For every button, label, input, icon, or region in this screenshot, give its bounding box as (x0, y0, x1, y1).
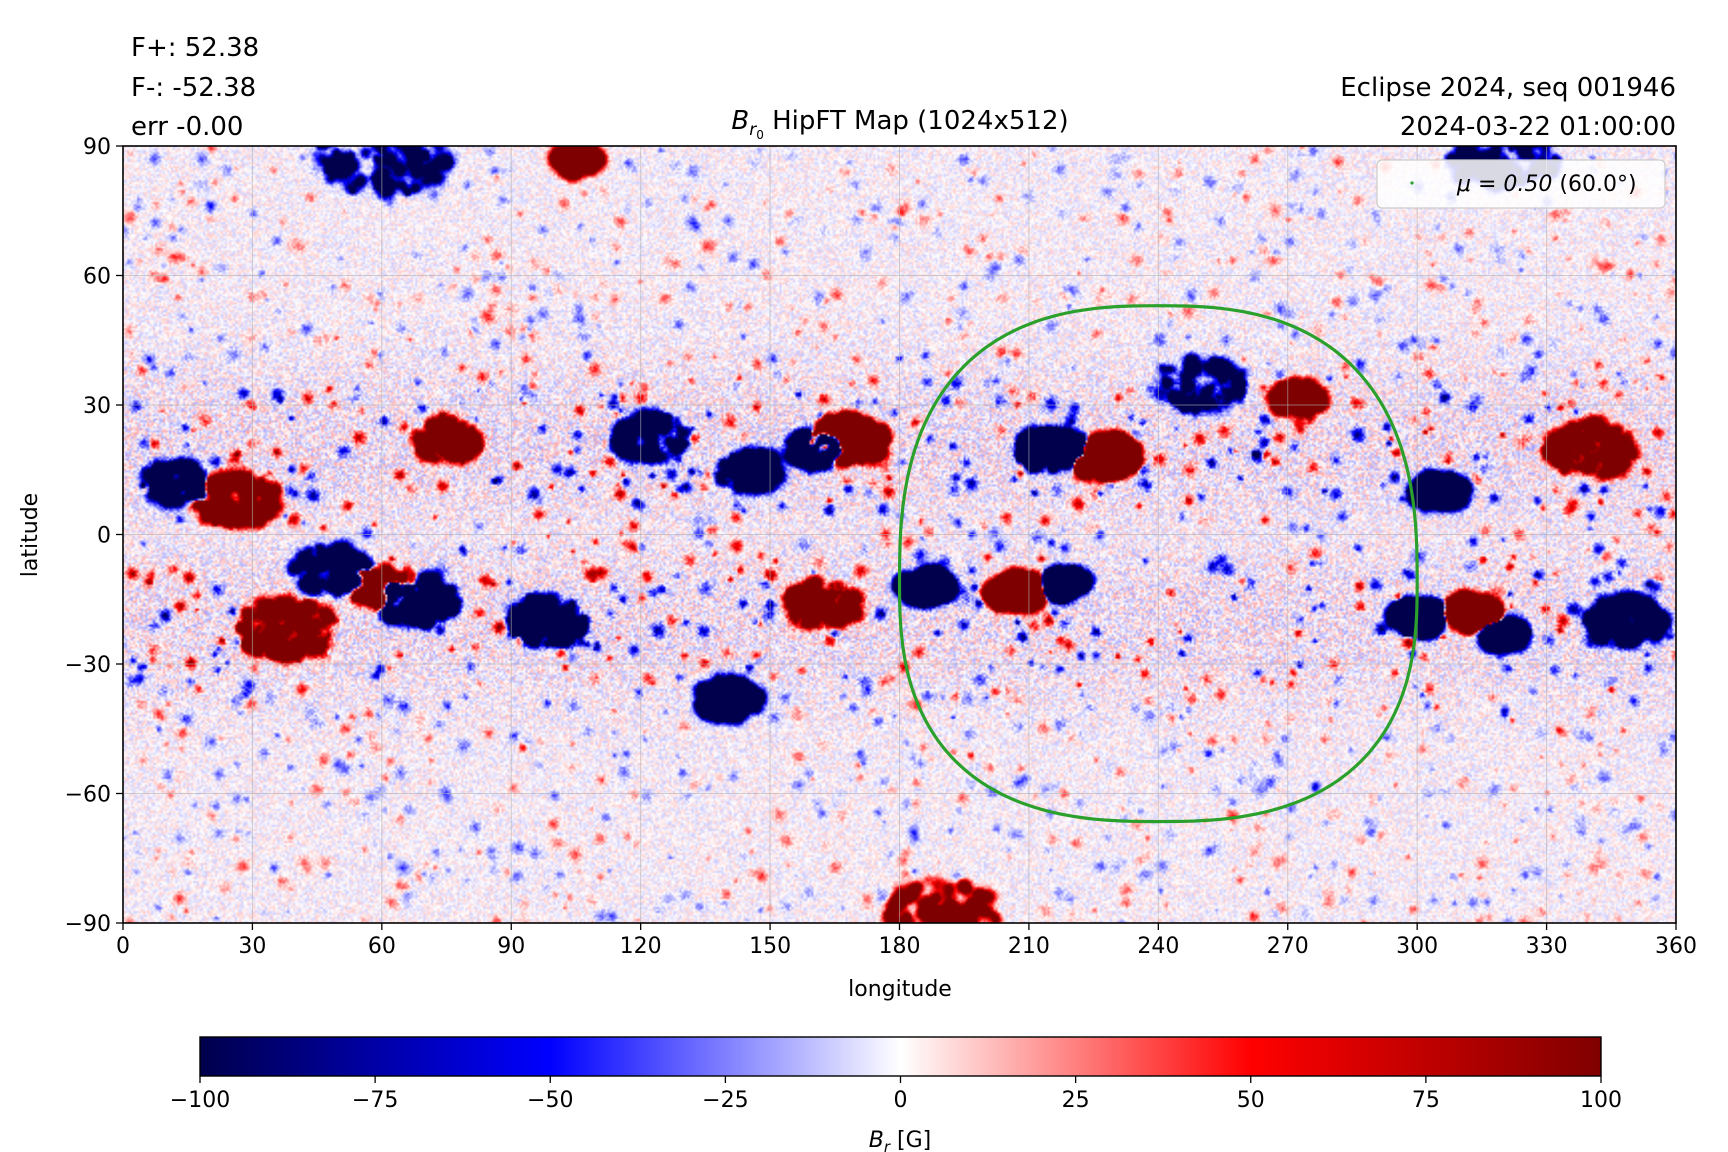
x-tick-label: 270 (1267, 934, 1309, 959)
title-subsubscript: 0 (756, 128, 764, 142)
colorbar (199, 1036, 1602, 1077)
x-tick-label: 300 (1396, 934, 1438, 959)
y-tick-label: −60 (65, 783, 111, 808)
flux-stats: F+: 52.38 F-: -52.38 err -0.00 (131, 33, 259, 142)
x-tick-label: 210 (1008, 934, 1050, 959)
colorbar-tick-label: −50 (527, 1088, 573, 1113)
y-axis: −90 −60 −30 0 30 60 90 (65, 135, 123, 937)
x-tick-label: 0 (116, 934, 130, 959)
legend-box (1376, 159, 1666, 209)
x-tick-label: 330 (1526, 934, 1568, 959)
mu-contour-line (897, 304, 1419, 824)
y-tick-label: 60 (83, 265, 111, 290)
chart-title: Br0 HipFT Map (1024x512) (731, 106, 1068, 142)
x-axis-label: longitude (848, 977, 952, 1002)
x-tick-label: 30 (238, 934, 266, 959)
y-axis-label: latitude (18, 493, 43, 577)
source-label: Eclipse 2024, seq 001946 (1340, 73, 1676, 103)
legend: μ = 0.50 (60.0°) (1376, 159, 1666, 209)
y-tick-label: 30 (83, 394, 111, 419)
title-symbol: B (731, 106, 749, 136)
colorbar-tick-label: 0 (894, 1088, 908, 1113)
colorbar-tick-label: −75 (352, 1088, 398, 1113)
x-tick-label: 90 (497, 934, 525, 959)
colorbar-tick-label: 100 (1580, 1088, 1622, 1113)
x-tick-label: 60 (368, 934, 396, 959)
colorbar-label: Br [G] (869, 1128, 931, 1152)
x-tick-label: 180 (879, 934, 921, 959)
x-tick-label: 150 (749, 934, 791, 959)
y-tick-label: −30 (65, 653, 111, 678)
stat-fminus: F-: -52.38 (131, 73, 256, 103)
legend-label: μ = 0.50 (60.0°) (1456, 172, 1637, 197)
colorbar-tick-label: 50 (1237, 1088, 1265, 1113)
x-axis: 0 30 60 90 120 150 180 210 240 270 300 330 360 (116, 923, 1697, 959)
x-tick-label: 120 (620, 934, 662, 959)
legend-marker (1410, 181, 1414, 185)
y-tick-label: −90 (65, 912, 111, 937)
mu-contour (897, 304, 1419, 824)
colorbar-tick-label: −25 (702, 1088, 748, 1113)
x-tick-label: 240 (1137, 934, 1179, 959)
datetime-label: 2024-03-22 01:00:00 (1400, 112, 1676, 142)
colorbar-tick-label: −100 (170, 1088, 230, 1113)
colorbar-tick-label: 25 (1062, 1088, 1090, 1113)
stat-err: err -0.00 (131, 112, 243, 142)
stat-fplus: F+: 52.38 (131, 33, 259, 63)
title-subscript: r (749, 120, 757, 140)
colorbar-tick-label: 75 (1412, 1088, 1440, 1113)
y-tick-label: 0 (97, 524, 111, 549)
colorbar-ticks: −100 −75 −50 −25 0 25 50 75 100 (170, 1076, 1622, 1113)
y-tick-label: 90 (83, 135, 111, 160)
title-rest: HipFT Map (1024x512) (764, 106, 1069, 136)
x-tick-label: 360 (1655, 934, 1697, 959)
